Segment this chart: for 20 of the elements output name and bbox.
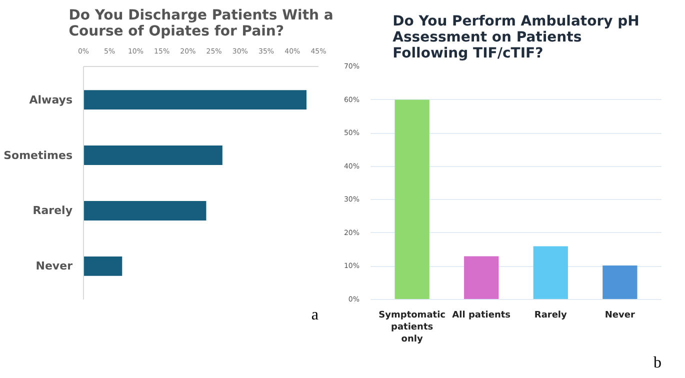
bar bbox=[394, 100, 430, 300]
bar bbox=[84, 90, 306, 110]
y-tick-label: Never bbox=[36, 260, 74, 273]
bar bbox=[533, 246, 568, 300]
y-tick-label: Sometimes bbox=[4, 148, 73, 162]
text: b bbox=[654, 354, 662, 372]
text: a bbox=[311, 306, 319, 324]
bar bbox=[602, 266, 638, 300]
y-tick-label: Rarely bbox=[32, 204, 73, 218]
x-tick-label: All patients bbox=[452, 310, 511, 320]
x-tick-label: Symptomatic patients only bbox=[378, 310, 446, 344]
bar bbox=[464, 256, 499, 300]
x-tick-label: Rarely bbox=[534, 310, 568, 320]
x-tick-label: Never bbox=[604, 310, 636, 320]
bar bbox=[84, 146, 222, 165]
chart-title: Do You Discharge Patients With a Course of Opiates for Pain? bbox=[68, 8, 334, 40]
bar bbox=[84, 256, 122, 276]
bar bbox=[84, 201, 206, 220]
y-tick-label: Always bbox=[29, 93, 73, 106]
chart-title: Do You Perform Ambulatory pH Assessment on Patients Following TIF/cTIF? bbox=[392, 14, 640, 62]
